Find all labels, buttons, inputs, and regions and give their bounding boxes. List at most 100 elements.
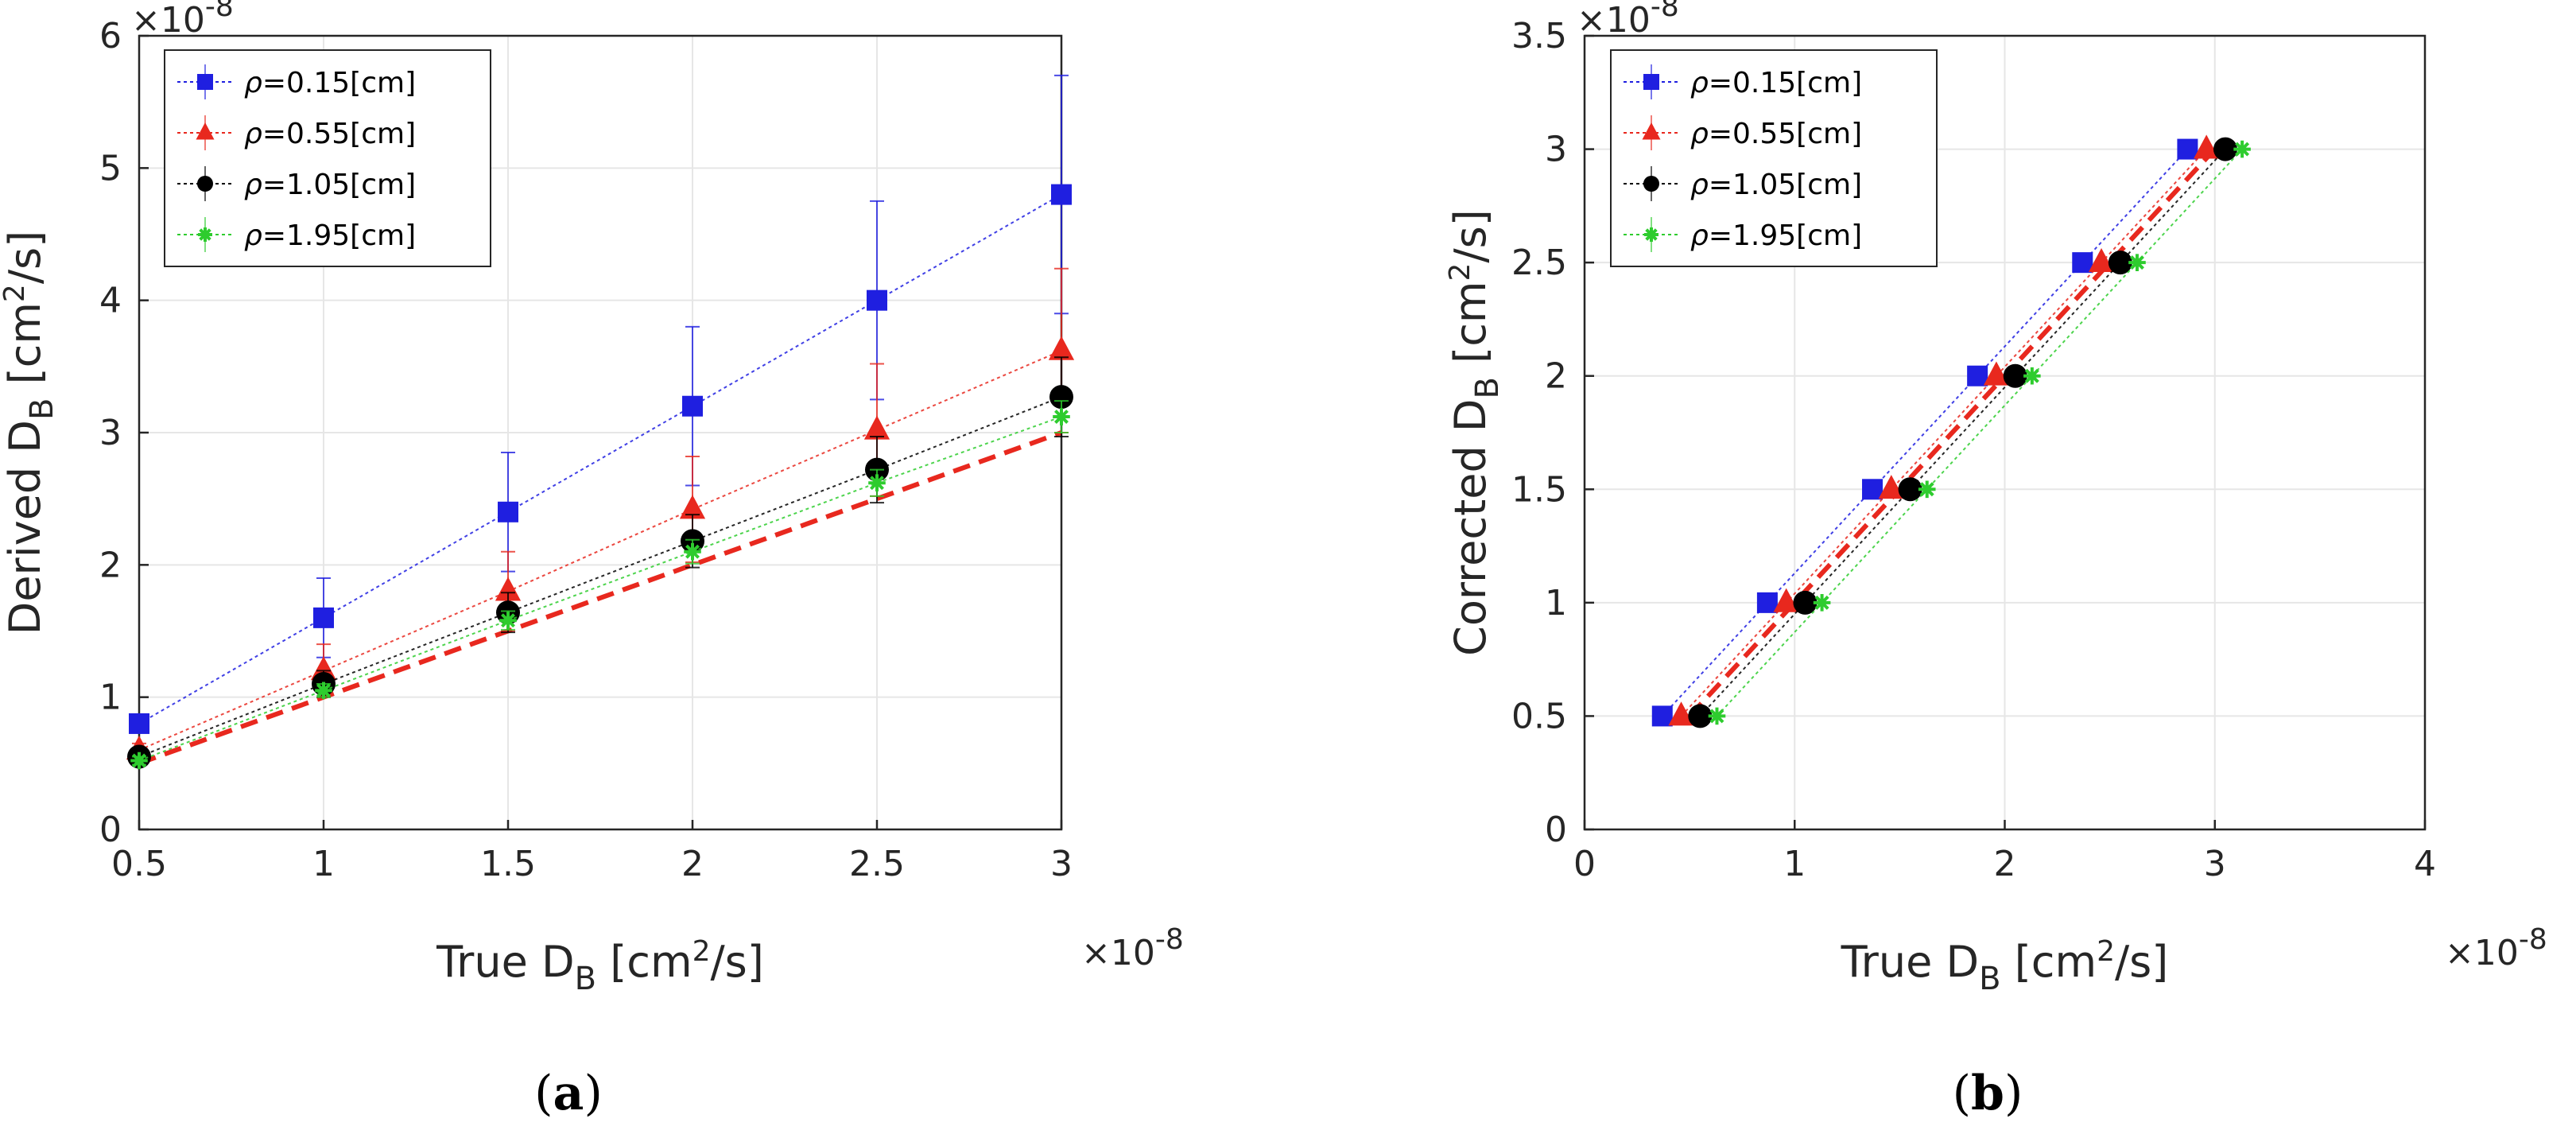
y-tick-label: 0 (99, 810, 122, 850)
data-point (2194, 134, 2220, 159)
data-point (495, 577, 522, 601)
x-multiplier-base: ×10 (2445, 933, 2519, 973)
legend-symbol: ρ (1690, 169, 1709, 201)
data-point (1813, 594, 1831, 612)
data-point (2177, 138, 2198, 160)
x-tick-label: 1.5 (480, 844, 536, 884)
y-tick-label: 5 (99, 148, 122, 188)
reference-line (138, 430, 1063, 766)
legend-symbol: ρ (244, 169, 262, 201)
legend-label: ρ=0.15[cm] (1690, 67, 1862, 99)
legend-symbol: ρ (1690, 67, 1709, 99)
data-point (867, 289, 887, 311)
y-tick-label: 0 (1545, 810, 1567, 850)
panel-caption: (a) (534, 1066, 603, 1121)
data-point (1878, 475, 1904, 499)
data-point (129, 713, 149, 734)
data-point (1688, 704, 1713, 728)
legend-marker (1643, 74, 1659, 90)
y-axis-label-unit-end: /s] (1445, 209, 1496, 262)
y-tick-label: 3 (1545, 130, 1567, 170)
legend-marker (1644, 227, 1658, 242)
legend-text: =0.55[cm] (1709, 118, 1862, 150)
legend-symbol: ρ (244, 219, 262, 252)
x-axis-label-unit: [cm (596, 937, 692, 987)
x-multiplier-exponent: -8 (1155, 923, 1184, 956)
data-point (1048, 336, 1075, 360)
series-line (1716, 148, 2243, 717)
x-axis-label-superscript: 2 (692, 935, 711, 968)
legend-marker (198, 227, 212, 242)
y-tick-label: 2.5 (1511, 243, 1567, 283)
legend-text: =0.15[cm] (262, 67, 416, 99)
series-3 (130, 400, 1070, 770)
y-tick-label: 2 (99, 545, 122, 585)
legend: ρ=0.15[cm]ρ=0.55[cm]ρ=1.05[cm]ρ=1.95[cm] (164, 49, 491, 267)
data-point (684, 542, 701, 561)
data-point (2072, 252, 2093, 274)
y-axis-label-subscript: B (24, 398, 60, 420)
data-point (2023, 367, 2041, 385)
y-tick-label: 1 (1545, 583, 1567, 623)
y-axis-label: Derived DB [cm2/s] (0, 231, 60, 635)
y-tick-label: 3 (99, 413, 122, 453)
y-axis-label: Corrected DB [cm2/s] (1444, 209, 1506, 656)
legend-label: ρ=0.55[cm] (244, 118, 416, 150)
legend-text: =1.95[cm] (1709, 219, 1862, 252)
y-multiplier-base: ×10 (131, 0, 205, 41)
legend-label: ρ=1.95[cm] (244, 219, 416, 252)
data-point (1898, 477, 1922, 502)
legend-item-0: ρ=0.15[cm] (177, 64, 416, 99)
x-axis-label-text: True D (436, 937, 574, 987)
legend-item-2: ρ=1.05[cm] (1624, 166, 1862, 201)
y-axis-label-superscript: 2 (0, 284, 31, 302)
series-1 (1668, 134, 2220, 726)
y-multiplier: ×10-8 (1577, 0, 1679, 41)
x-tick-label: 2.5 (849, 844, 905, 884)
data-point (2128, 254, 2146, 271)
x-tick-label: 3 (2204, 844, 2226, 884)
data-point (1053, 408, 1070, 425)
y-tick-label: 6 (99, 16, 122, 56)
legend-marker (197, 74, 213, 90)
x-axis-label-text: True D (1841, 937, 1979, 987)
series-line (138, 349, 1062, 752)
legend-item-3: ρ=1.95[cm] (177, 217, 416, 252)
x-tick-label: 3 (1050, 844, 1073, 884)
legend-item-0: ρ=0.15[cm] (1624, 64, 1862, 99)
caption-close: ) (2004, 1066, 2023, 1121)
series-line (138, 193, 1062, 724)
legend-symbol: ρ (244, 118, 262, 150)
series-line (1680, 148, 2207, 717)
legend-label: ρ=1.95[cm] (1690, 219, 1862, 252)
data-point (313, 607, 334, 628)
data-point (2108, 251, 2132, 275)
series-0 (1651, 138, 2198, 727)
legend-marker (197, 176, 213, 192)
data-point (1708, 707, 1726, 725)
data-point (1668, 701, 1694, 726)
data-point (1051, 184, 1072, 205)
legend-label: ρ=1.05[cm] (1690, 169, 1862, 201)
legend-text: =1.05[cm] (262, 169, 416, 201)
caption-open: ( (1953, 1066, 1971, 1121)
legend-symbol: ρ (1690, 219, 1709, 252)
y-axis-label-unit-end: /s] (0, 231, 50, 284)
y-axis-label-text: Derived D (0, 420, 50, 635)
x-axis-label-unit: [cm (2001, 937, 2097, 987)
x-multiplier: ×10-8 (1081, 923, 1184, 973)
legend-label: ρ=0.15[cm] (244, 67, 416, 99)
data-point (1918, 480, 1936, 499)
legend: ρ=0.15[cm]ρ=0.55[cm]ρ=1.05[cm]ρ=1.95[cm] (1610, 49, 1938, 267)
legend-marker (1643, 176, 1659, 192)
data-point (499, 612, 517, 629)
x-multiplier-exponent: -8 (2519, 923, 2547, 956)
x-axis-label-subscript: B (575, 961, 596, 997)
y-tick-label: 2 (1545, 356, 1567, 397)
x-tick-label: 0.5 (111, 844, 167, 884)
x-tick-label: 1 (1783, 844, 1806, 884)
caption-open: ( (534, 1066, 553, 1121)
legend-item-2: ρ=1.05[cm] (177, 166, 416, 201)
